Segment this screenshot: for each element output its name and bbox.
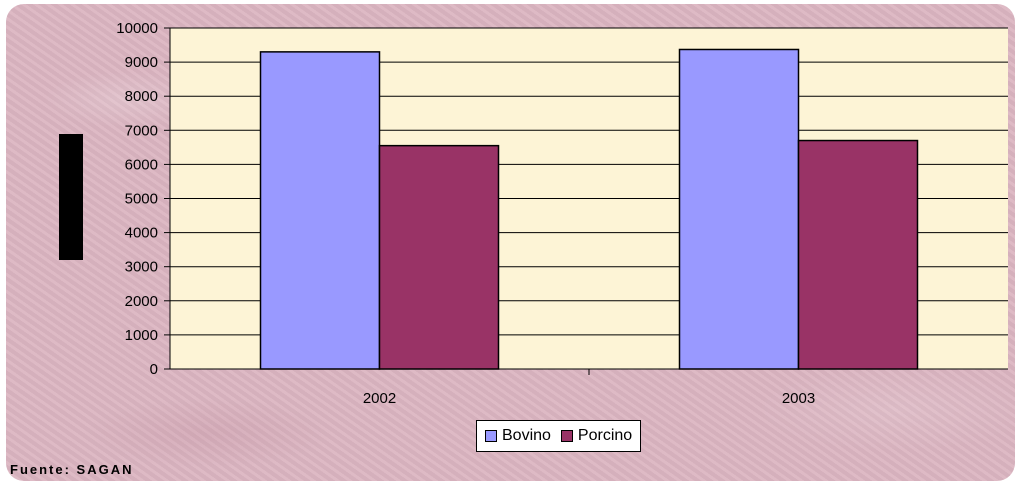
y-tick-label: 10000: [116, 20, 158, 37]
y-tick-label: 3000: [125, 259, 158, 276]
bar-porcino-2003: [797, 139, 919, 370]
y-tick-labels: 0 1000 2000 3000 4000 5000 6000 7000 8000 9000 100…: [116, 20, 158, 378]
legend-label-porcino: Porcino: [577, 427, 633, 444]
bar-bovino-2002: [259, 51, 381, 370]
y-axis-label-redacted: [59, 134, 83, 260]
y-tick-label: 1000: [125, 327, 158, 344]
y-tick-label: 2000: [125, 293, 158, 310]
bar-porcino-2002: [378, 144, 500, 370]
x-tick-label: 2003: [782, 390, 815, 407]
y-tick-label: 5000: [125, 191, 158, 208]
legend-label-bovino: Bovino: [502, 427, 551, 444]
y-tick-label: 6000: [125, 156, 158, 173]
y-tick-label: 9000: [125, 54, 158, 71]
legend: Bovino Porcino: [476, 420, 642, 452]
y-tick-label: 8000: [125, 88, 158, 105]
source-note: Fuente: SAGAN: [10, 462, 134, 477]
x-tick-label: 2002: [363, 390, 396, 407]
bar-bovino-2003: [678, 48, 800, 370]
x-tick-labels: 2002 2003: [363, 390, 815, 407]
axes: [164, 27, 1008, 375]
bars: [259, 48, 919, 370]
y-tick-label: 7000: [125, 122, 158, 139]
legend-item-bovino: Bovino: [485, 427, 551, 445]
legend-item-porcino: Porcino: [560, 427, 633, 445]
y-tick-label: 4000: [125, 225, 158, 242]
y-tick-label: 0: [150, 361, 158, 378]
legend-swatch-porcino: [560, 430, 573, 442]
legend-swatch-bovino: [485, 430, 497, 442]
